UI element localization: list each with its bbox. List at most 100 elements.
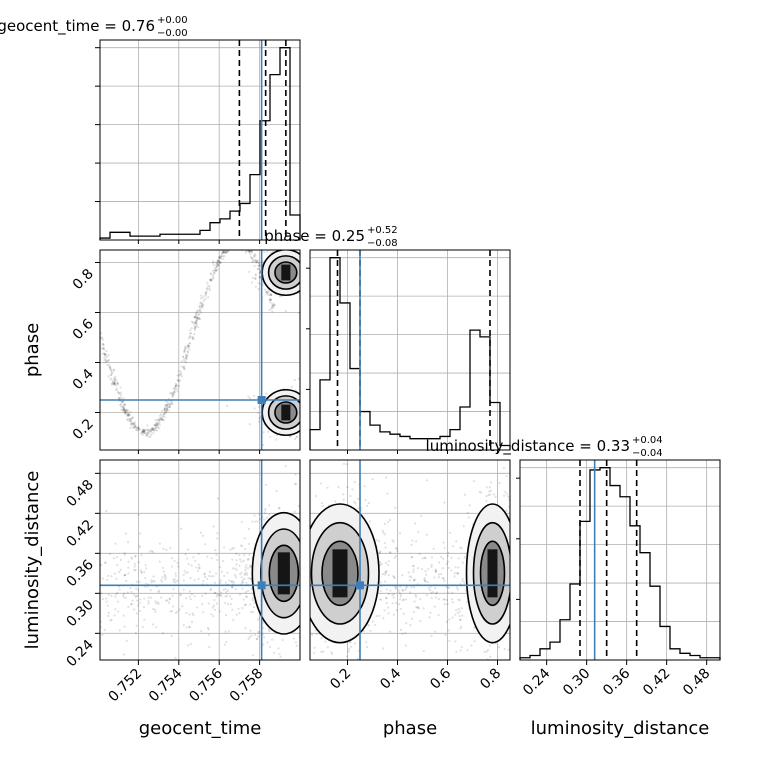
scatter-point (232, 618, 235, 621)
scatter-point (297, 377, 300, 380)
scatter-point (516, 593, 518, 595)
scatter-point (314, 629, 317, 632)
scatter-point (196, 569, 200, 572)
scatter-point (155, 423, 158, 426)
scatter-point (305, 410, 307, 412)
scatter-point (137, 561, 140, 564)
scatter-point (348, 648, 351, 651)
scatter-point (305, 406, 307, 408)
scatter-point (262, 643, 265, 646)
scatter-point (258, 616, 261, 619)
scatter-point (110, 383, 114, 386)
scatter-point (247, 244, 249, 246)
scatter-point (198, 313, 201, 316)
scatter-point (174, 388, 177, 391)
scatter-point (230, 597, 233, 600)
scatter-point (158, 560, 161, 563)
scatter-point (204, 291, 207, 294)
scatter-point (301, 523, 303, 525)
scatter-point (184, 345, 187, 348)
scatter-point (115, 555, 119, 559)
scatter-point (161, 580, 164, 583)
scatter-point (219, 256, 222, 259)
scatter-point (367, 624, 371, 627)
scatter-point (176, 384, 179, 387)
scatter-point (461, 561, 464, 564)
scatter-point (488, 486, 491, 489)
scatter-point (153, 580, 156, 583)
scatter-point (142, 430, 146, 433)
scatter-point (213, 271, 216, 274)
scatter-point (116, 563, 119, 567)
scatter-point (267, 291, 270, 295)
scatter-point (303, 405, 305, 407)
scatter-point (516, 571, 518, 573)
scatter-point (139, 569, 142, 572)
scatter-point (118, 397, 121, 400)
scatter-point (303, 423, 305, 425)
scatter-point (393, 556, 396, 559)
scatter-point (140, 554, 143, 557)
scatter-point (247, 528, 250, 531)
scatter-point (114, 375, 117, 379)
scatter-point (429, 611, 432, 614)
scatter-point (152, 432, 155, 435)
scatter-point (256, 520, 259, 523)
scatter-point (456, 571, 459, 574)
scatter-point (231, 547, 234, 550)
scatter-point (120, 403, 123, 406)
scatter-point (155, 421, 158, 424)
scatter-point (206, 577, 209, 580)
scatter-point (168, 402, 171, 405)
scatter-point (217, 260, 220, 263)
scatter-point (189, 332, 192, 335)
scatter-point (208, 285, 211, 288)
scatter-point (250, 611, 253, 614)
scatter-point (123, 574, 126, 577)
scatter-point (164, 576, 167, 579)
scatter-point (223, 251, 226, 254)
scatter-point (468, 504, 471, 507)
scatter-point (248, 397, 252, 400)
scatter-point (301, 591, 303, 593)
scatter-point (127, 414, 130, 417)
scatter-point (458, 610, 461, 613)
scatter-point (112, 557, 116, 560)
scatter-point (234, 573, 237, 577)
scatter-point (134, 555, 137, 558)
scatter-point (174, 581, 177, 584)
scatter-point (459, 649, 462, 652)
scatter-point (127, 605, 130, 608)
scatter-point (176, 390, 179, 393)
scatter-point (427, 568, 430, 571)
scatter-point (258, 262, 261, 265)
scatter-point (232, 240, 234, 242)
scatter-point (179, 594, 182, 597)
scatter-point (187, 625, 191, 628)
scatter-point (164, 578, 167, 581)
scatter-point (215, 269, 218, 272)
scatter-point (213, 591, 216, 595)
scatter-point (100, 592, 103, 595)
scatter-point (303, 579, 305, 581)
scatter-point (462, 525, 465, 528)
scatter-point (163, 407, 166, 411)
scatter-point (254, 273, 257, 276)
scatter-point (133, 562, 137, 566)
scatter-point (170, 391, 174, 394)
scatter-point (250, 251, 253, 254)
scatter-point (200, 630, 203, 633)
scatter-point (262, 621, 265, 624)
scatter-point (154, 425, 157, 428)
scatter-point (122, 405, 125, 408)
scatter-point (195, 316, 198, 319)
scatter-point (232, 581, 236, 584)
scatter-point (170, 400, 173, 403)
scatter-point (163, 573, 166, 576)
panel-title-phase: phase = 0.25 +0.52−0.08 (264, 225, 397, 249)
scatter-point (127, 566, 130, 569)
scatter-point (304, 561, 306, 563)
scatter-point (304, 550, 306, 552)
scatter-point (387, 520, 390, 524)
scatter-point (306, 255, 308, 257)
